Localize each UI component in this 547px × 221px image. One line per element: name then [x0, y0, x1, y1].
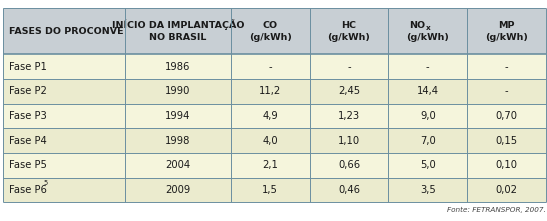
Text: 2,45: 2,45 [338, 86, 360, 96]
Text: x: x [426, 25, 430, 31]
Text: (g/kWh): (g/kWh) [485, 33, 528, 42]
Text: Fase P2: Fase P2 [9, 86, 47, 96]
Bar [3, 54, 546, 79]
Text: HC: HC [341, 21, 357, 30]
Bar [3, 79, 546, 104]
Text: 3,5: 3,5 [420, 185, 435, 195]
Text: Fonte: FETRANSPOR, 2007.: Fonte: FETRANSPOR, 2007. [447, 207, 546, 213]
Text: -: - [505, 62, 508, 72]
Text: 2,1: 2,1 [263, 160, 278, 170]
Text: 5: 5 [43, 180, 48, 186]
Text: 1994: 1994 [165, 111, 190, 121]
Bar [3, 178, 546, 202]
Text: 14,4: 14,4 [417, 86, 439, 96]
Text: -: - [269, 62, 272, 72]
Text: Fase P6: Fase P6 [9, 185, 47, 195]
Text: Fase P4: Fase P4 [9, 136, 47, 146]
Text: -: - [347, 62, 351, 72]
Text: 1990: 1990 [165, 86, 190, 96]
Text: 0,46: 0,46 [338, 185, 360, 195]
Text: 4,9: 4,9 [263, 111, 278, 121]
Text: 1998: 1998 [165, 136, 190, 146]
Text: (g/kWh): (g/kWh) [406, 33, 449, 42]
Bar [3, 8, 546, 54]
Text: 5,0: 5,0 [420, 160, 435, 170]
Text: 7,0: 7,0 [420, 136, 435, 146]
Text: 9,0: 9,0 [420, 111, 435, 121]
Text: 1,10: 1,10 [338, 136, 360, 146]
Text: 2004: 2004 [165, 160, 190, 170]
Text: MP: MP [498, 21, 515, 30]
Text: Fase P5: Fase P5 [9, 160, 47, 170]
Text: 0,15: 0,15 [496, 136, 517, 146]
Text: 4,0: 4,0 [263, 136, 278, 146]
Text: 1,5: 1,5 [263, 185, 278, 195]
Text: INÍCIO DA IMPLANTAÇÃO: INÍCIO DA IMPLANTAÇÃO [112, 19, 244, 30]
Text: 0,10: 0,10 [496, 160, 517, 170]
Text: 0,70: 0,70 [496, 111, 517, 121]
Text: Fase P1: Fase P1 [9, 62, 47, 72]
Text: (g/kWh): (g/kWh) [249, 33, 292, 42]
Text: 1,23: 1,23 [338, 111, 360, 121]
Text: CO: CO [263, 21, 278, 30]
Text: 1986: 1986 [165, 62, 190, 72]
Bar [3, 104, 546, 128]
Text: 0,66: 0,66 [338, 160, 360, 170]
Text: FASES DO PROCONVE: FASES DO PROCONVE [9, 27, 124, 36]
Bar [3, 128, 546, 153]
Text: -: - [505, 86, 508, 96]
Bar [3, 153, 546, 178]
Text: 11,2: 11,2 [259, 86, 281, 96]
Text: 2009: 2009 [165, 185, 190, 195]
Text: NO BRASIL: NO BRASIL [149, 33, 207, 42]
Text: -: - [426, 62, 429, 72]
Text: NO: NO [410, 21, 426, 30]
Text: (g/kWh): (g/kWh) [328, 33, 370, 42]
Text: Fase P3: Fase P3 [9, 111, 47, 121]
Text: 0,02: 0,02 [496, 185, 517, 195]
